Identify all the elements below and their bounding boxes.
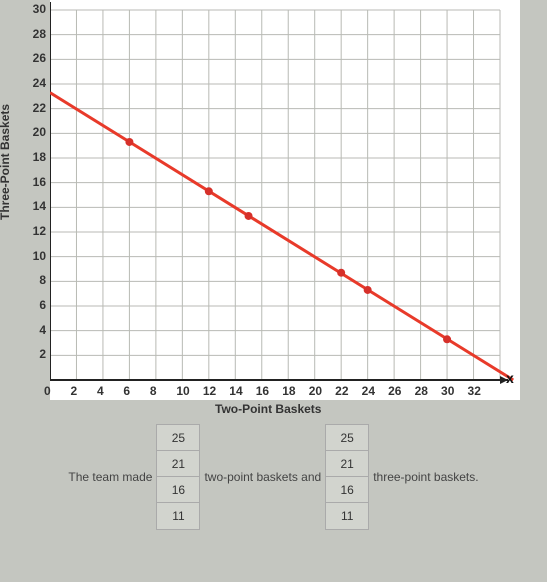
x-axis-label: Two-Point Baskets [215,402,321,416]
question-mid: two-point baskets and [204,470,321,484]
x-tick-label: 14 [229,384,242,398]
y-tick-label: 6 [39,298,46,312]
y-tick-label: 16 [33,175,46,189]
x-tick-label: 18 [282,384,295,398]
x-tick-label: 4 [97,384,104,398]
x-axis-letter: x [506,370,514,386]
option-a[interactable]: 11 [157,503,199,529]
plot-area [50,0,520,400]
question-suffix: three-point baskets. [373,470,478,484]
x-tick-label: 8 [150,384,157,398]
x-tick-label: 0 [44,384,51,398]
x-tick-label: 20 [309,384,322,398]
y-tick-label: 22 [33,101,46,115]
x-tick-label: 32 [468,384,481,398]
x-tick-label: 30 [441,384,454,398]
x-tick-label: 26 [388,384,401,398]
data-point [364,286,372,294]
trend-line [50,93,513,380]
data-point [205,187,213,195]
y-tick-label: 2 [39,347,46,361]
options-b[interactable]: 25211611 [325,424,369,530]
x-tick-label: 6 [123,384,130,398]
y-tick-label: 24 [33,76,46,90]
y-tick-label: 8 [39,273,46,287]
x-tick-label: 12 [203,384,216,398]
data-point [443,335,451,343]
option-a[interactable]: 16 [157,477,199,503]
x-tick-label: 28 [415,384,428,398]
data-point [245,212,253,220]
option-b[interactable]: 11 [326,503,368,529]
x-tick-label: 22 [335,384,348,398]
option-b[interactable]: 25 [326,425,368,451]
option-b[interactable]: 21 [326,451,368,477]
y-axis-label: Three-Point Baskets [0,104,12,220]
question-prefix: The team made [68,470,152,484]
y-tick-label: 18 [33,150,46,164]
option-a[interactable]: 25 [157,425,199,451]
option-b[interactable]: 16 [326,477,368,503]
option-a[interactable]: 21 [157,451,199,477]
y-tick-label: 26 [33,51,46,65]
x-tick-label: 16 [256,384,269,398]
y-tick-label: 10 [33,249,46,263]
y-tick-label: 14 [33,199,46,213]
options-a[interactable]: 25211611 [156,424,200,530]
y-tick-label: 4 [39,323,46,337]
question-row: The team made 25211611 two-point baskets… [0,424,547,530]
x-tick-label: 2 [70,384,77,398]
x-tick-label: 24 [362,384,375,398]
y-tick-label: 30 [33,2,46,16]
y-tick-label: 28 [33,27,46,41]
chart-container: Three-Point Baskets Two-Point Baskets x … [0,0,547,450]
data-point [125,138,133,146]
data-point [337,269,345,277]
y-tick-label: 12 [33,224,46,238]
y-tick-label: 20 [33,125,46,139]
x-tick-label: 10 [176,384,189,398]
